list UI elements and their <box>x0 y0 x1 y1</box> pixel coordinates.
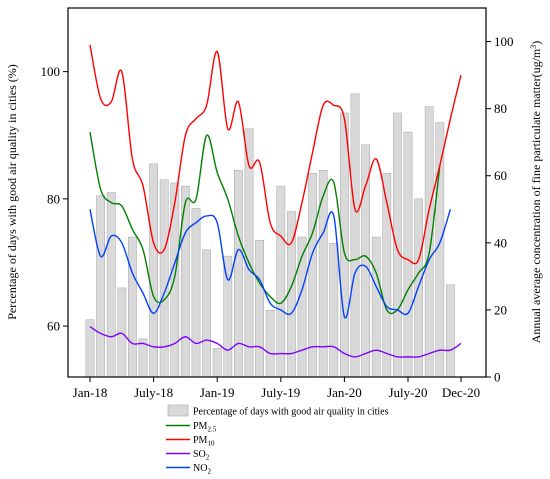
bar <box>170 182 180 378</box>
bar <box>96 195 105 378</box>
x-tick-label: July-18 <box>134 385 173 400</box>
right-tick-label: 80 <box>494 101 507 116</box>
right-tick-label: 40 <box>494 235 507 250</box>
left-tick-label: 60 <box>47 319 60 334</box>
bar <box>403 131 413 378</box>
bars-layer <box>85 93 455 378</box>
legend-label-bars: Percentage of days with good air quality… <box>193 407 389 418</box>
left-tick-label: 100 <box>41 64 61 79</box>
bar <box>350 93 360 378</box>
right-tick-label: 20 <box>494 302 507 317</box>
plot-frame <box>67 7 487 378</box>
series-line-so2 <box>89 326 462 358</box>
bar <box>191 208 201 378</box>
bar <box>234 169 243 378</box>
x-tick-label: Jan-18 <box>73 385 108 400</box>
legend-label-so2: SO2 <box>193 449 210 462</box>
right-tick-label: 60 <box>494 168 507 183</box>
right-axis-title: Annual average concentration of fine par… <box>529 41 543 344</box>
bar <box>212 348 222 378</box>
right-tick-label: 0 <box>494 370 501 385</box>
bar <box>149 163 158 378</box>
bar <box>435 122 445 378</box>
lines-layer <box>89 44 462 358</box>
x-tick-label: Jan-19 <box>200 385 235 400</box>
x-tick-label: Dec-20 <box>442 385 480 400</box>
bar <box>446 284 455 378</box>
bar <box>371 236 381 378</box>
x-tick-label: July-19 <box>261 385 300 400</box>
bar <box>393 112 402 378</box>
bar <box>128 236 137 378</box>
bar <box>340 112 349 378</box>
bar <box>202 249 211 378</box>
series-line-no2 <box>89 209 452 319</box>
legend-label-pm10: PM10 <box>193 435 215 448</box>
legend: Percentage of days with good air quality… <box>166 404 389 476</box>
right-tick-label: 100 <box>494 34 514 49</box>
bar <box>106 192 116 378</box>
legend-label-pm25: PM2.5 <box>193 421 217 434</box>
legend-swatch-bars <box>167 404 189 417</box>
left-axis-title: Percentage of days with good air quality… <box>5 64 19 320</box>
bar <box>424 106 434 378</box>
x-tick-label: July-20 <box>389 385 428 400</box>
left-tick-label: 80 <box>47 191 60 206</box>
series-line-pm10 <box>89 44 462 265</box>
bar <box>329 243 339 378</box>
bar <box>276 185 286 378</box>
axes-layer: 60 80 100 0 20 40 60 80 100 Jan-18 July-18 Jan-19 Ju… <box>41 34 514 400</box>
bar <box>117 287 127 378</box>
x-tick-label: Jan-20 <box>327 385 362 400</box>
series-line-pm25 <box>89 131 441 315</box>
bar <box>361 144 370 378</box>
bar <box>255 239 264 378</box>
bar <box>265 309 275 378</box>
legend-label-no2: NO2 <box>193 463 211 476</box>
